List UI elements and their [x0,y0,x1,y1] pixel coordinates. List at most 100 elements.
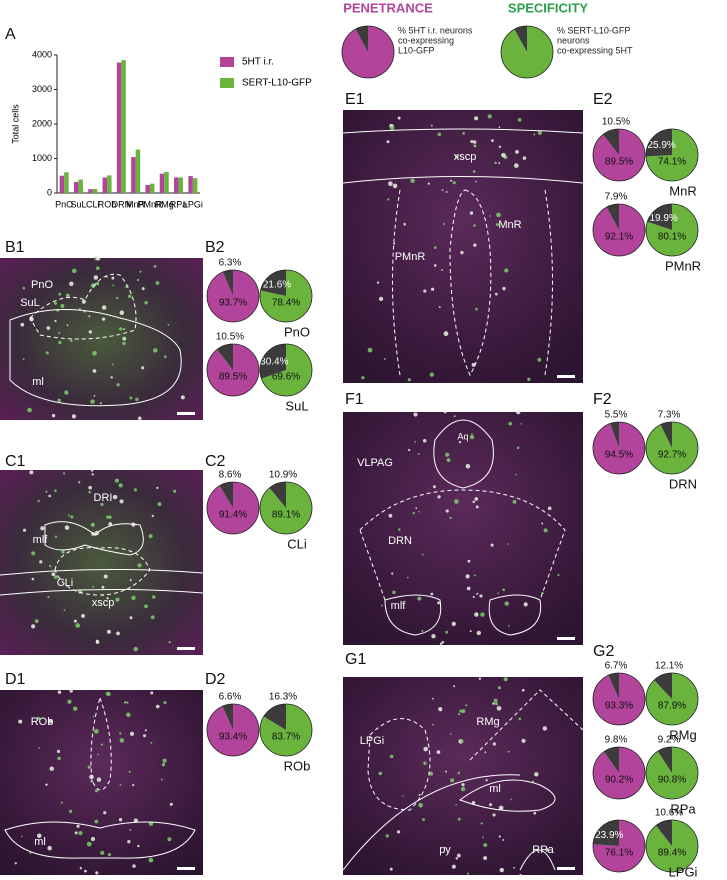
cell-dot [449,516,452,520]
slice-label: 93.7% [219,298,247,309]
cell-dot [470,140,474,144]
cell-dot [93,715,95,718]
slice-label: 19.9% [649,213,677,224]
cell-dot [87,765,92,769]
slice-label: 7.9% [605,192,628,203]
cell-dot [110,376,113,379]
pie-slice [593,747,646,800]
cell-dot [483,856,488,860]
cell-dot [58,340,62,345]
cell-dot [474,612,479,617]
cell-dot [132,784,135,787]
dashed-outline [90,696,112,791]
pie-slice [260,344,286,379]
y-axis-label: Total cells [10,104,20,144]
cell-dot [537,130,542,135]
cell-dot [453,415,456,418]
dashed-outline [469,689,584,761]
y-tick-label: 0 [47,187,52,197]
pie-slice [219,482,233,508]
cell-dot [105,692,109,695]
cell-dot [18,719,23,724]
cell-dot [476,592,479,595]
panel-label: D1 [5,671,26,688]
bar [149,183,155,193]
slice-label: 92.1% [605,232,633,243]
cell-dot [90,399,95,404]
cell-dot [95,266,100,271]
cell-dot [520,422,523,425]
legend-label: SERT-L10-GFP [242,78,312,89]
cell-dot [67,699,72,704]
cell-dot [453,685,456,688]
x-tick-label: LPGi [183,199,203,209]
scale-bar [177,647,195,650]
cell-dot [465,704,467,707]
x-tick-label: MnR [126,199,146,209]
pie-slice [260,482,313,534]
cell-dot [95,871,99,875]
pie-slice [501,26,554,78]
cell-dot [137,416,142,421]
cell-dot [157,502,162,507]
dashed-outline [54,547,151,596]
bar [178,177,184,193]
pie-border [645,128,699,182]
scale-bar [557,375,575,378]
cell-dot [437,132,442,137]
cell-dot [54,535,58,538]
cell-dot [455,804,457,806]
slice-label: 6.7% [605,661,628,672]
cell-dot [496,212,501,218]
y-tick-label: 1000 [32,153,52,163]
region-label: DRN [388,535,412,547]
slice-label: 12.1% [655,661,683,672]
cell-dot [534,772,539,777]
cell-dot [423,761,427,765]
cell-dot [169,802,173,806]
slice-label: 78.4% [272,298,300,309]
cell-dot [450,778,455,783]
cell-dot [173,489,177,493]
cell-dot [441,640,445,644]
cell-dot [29,851,32,854]
cell-dot [438,306,441,309]
pie-border [645,203,699,257]
cell-dot [432,723,434,726]
cell-dot [78,831,83,836]
pie-border [500,25,554,79]
cell-dot [478,677,482,681]
cell-dot [161,763,166,767]
slice-label: 23.9% [595,830,623,841]
cell-dot [122,327,126,331]
cell-dot [469,630,472,633]
cell-dot [476,630,482,636]
cell-dot [111,363,114,366]
cell-dot [155,704,160,709]
cell-dot [450,179,453,182]
cell-dot [95,639,99,643]
micrograph [0,470,203,655]
cell-dot [437,601,441,605]
cell-dot [90,469,94,472]
region-label: LPGi [669,864,698,879]
cell-dot [389,125,395,131]
cell-dot [29,470,34,475]
cell-dot [433,246,437,249]
dashed-outline [392,189,401,376]
cell-dot [137,563,142,568]
region-label: RMg [669,727,696,742]
cell-dot [361,376,365,380]
slice-label: 6.6% [219,692,242,703]
cell-dot [430,287,435,291]
cell-dot [160,778,163,781]
cell-dot [418,510,421,513]
cell-dot [45,351,49,355]
cell-dot [458,440,462,444]
cell-dot [547,506,552,511]
outline [458,779,556,812]
cell-dot [445,509,449,513]
cell-dot [79,308,81,310]
cell-dot [53,301,58,305]
